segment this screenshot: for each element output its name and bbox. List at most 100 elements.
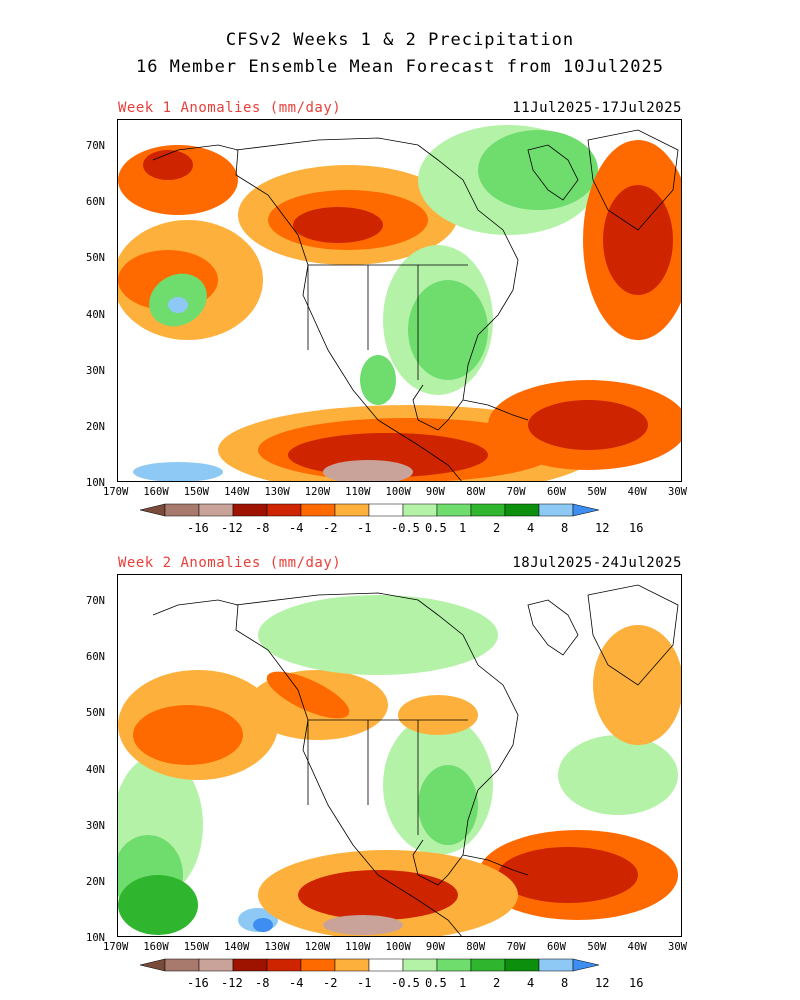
lon-tick-label: 40W xyxy=(627,941,647,953)
anomaly-area xyxy=(528,400,648,450)
colorbar-segment xyxy=(402,958,438,972)
colorbar-label: -12 xyxy=(221,521,243,535)
colorbar-segment xyxy=(300,503,336,517)
colorbar-label: -8 xyxy=(255,976,270,990)
colorbar-label: 4 xyxy=(527,521,535,535)
lat-tick-label: 70N xyxy=(86,595,105,607)
anomaly-area xyxy=(293,207,383,243)
colorbar-label: -2 xyxy=(323,976,338,990)
lon-tick-label: 100W xyxy=(385,486,411,498)
anomaly-area xyxy=(133,705,243,765)
lon-tick-label: 70W xyxy=(506,941,526,953)
lat-tick-label: 30N xyxy=(86,819,105,832)
week1-colorbar xyxy=(140,503,600,517)
anomaly-area xyxy=(253,918,273,932)
anomaly-area xyxy=(266,671,350,719)
lon-tick-label: 120W xyxy=(304,941,331,953)
colorbar-segment xyxy=(266,958,302,972)
lon-tick-label: 140W xyxy=(224,486,250,498)
lon-tick-label: 160W xyxy=(143,486,169,498)
lon-tick-label: 170W xyxy=(103,486,129,498)
lat-tick-label: 40N xyxy=(86,763,105,776)
anomaly-area xyxy=(478,130,598,210)
lat-tick-label: 10N xyxy=(86,932,105,945)
colorbar-segment xyxy=(164,503,200,517)
colorbar-label: -4 xyxy=(289,976,304,990)
lon-tick-label: 30W xyxy=(668,941,687,953)
colorbar-label: 2 xyxy=(493,521,501,535)
lon-tick-label: 110W xyxy=(345,941,371,953)
colorbar-label: 0.5 xyxy=(425,521,447,535)
lon-tick-label: 60W xyxy=(546,941,566,953)
anomaly-area xyxy=(498,847,638,903)
colorbar-segment xyxy=(436,503,472,517)
colorbar-label: -0.5 xyxy=(391,521,420,535)
week1-date-range: 11Jul2025-17Jul2025 xyxy=(512,100,682,116)
week1-panel-title: Week 1 Anomalies (mm/day) xyxy=(118,100,342,116)
colorbar-segment xyxy=(164,958,200,972)
anomaly-area xyxy=(323,460,413,481)
anomaly-area xyxy=(593,625,681,745)
lon-tick-label: 80W xyxy=(466,941,486,953)
anomaly-area xyxy=(418,765,478,845)
lat-tick-label: 20N xyxy=(86,876,105,888)
colorbar-label: -0.5 xyxy=(391,976,420,990)
anomaly-area xyxy=(168,297,188,313)
colorbar-label: -8 xyxy=(255,521,270,535)
colorbar-segment xyxy=(368,958,404,972)
coastline xyxy=(462,854,529,876)
lat-tick-label: 70N xyxy=(86,140,105,152)
lon-tick-label: 60W xyxy=(546,486,566,498)
coastline xyxy=(587,584,679,686)
coastline xyxy=(527,599,579,656)
lon-tick-label: 130W xyxy=(264,486,290,498)
colorbar-label: 0.5 xyxy=(425,976,447,990)
lon-tick-label: 140W xyxy=(224,941,250,953)
lon-tick-label: 90W xyxy=(425,941,445,953)
lon-tick-label: 50W xyxy=(587,941,607,953)
colorbar-label: 4 xyxy=(527,976,535,990)
colorbar-segment xyxy=(538,958,574,972)
colorbar-label: -2 xyxy=(323,521,338,535)
colorbar-arrow-low xyxy=(140,958,166,972)
colorbar-arrow-low xyxy=(140,503,166,517)
week2-colorbar xyxy=(140,958,600,972)
colorbar-segment xyxy=(232,503,268,517)
coastline xyxy=(527,144,579,201)
anomaly-area xyxy=(323,915,403,935)
colorbar-arrow-high xyxy=(572,503,600,517)
colorbar-label: 1 xyxy=(459,521,467,535)
coastline xyxy=(587,129,679,231)
lon-tick-label: 30W xyxy=(668,486,687,498)
lon-tick-label: 80W xyxy=(466,486,486,498)
lat-tick-label: 50N xyxy=(86,252,105,265)
colorbar-segment xyxy=(266,503,302,517)
colorbar-segment xyxy=(334,958,370,972)
anomaly-area xyxy=(258,595,498,675)
colorbar-segment xyxy=(232,958,268,972)
coastline xyxy=(462,399,529,421)
lon-tick-label: 150W xyxy=(183,941,210,953)
colorbar-segment xyxy=(538,503,574,517)
coastline xyxy=(412,384,439,431)
lon-tick-label: 120W xyxy=(304,486,331,498)
colorbar-segment xyxy=(198,503,234,517)
anomaly-area xyxy=(398,695,478,735)
colorbar-label: 16 xyxy=(629,521,644,535)
lat-tick-label: 50N xyxy=(86,707,105,720)
colorbar-segment xyxy=(504,503,540,517)
lon-tick-label: 50W xyxy=(587,486,607,498)
coastline xyxy=(307,719,468,835)
lon-tick-label: 70W xyxy=(506,486,526,498)
week2-panel-title: Week 2 Anomalies (mm/day) xyxy=(118,555,342,571)
lat-tick-label: 40N xyxy=(86,308,105,321)
colorbar-segment xyxy=(334,503,370,517)
colorbar-segment xyxy=(470,958,506,972)
lon-tick-label: 160W xyxy=(143,941,169,953)
coastline xyxy=(235,592,519,886)
lat-tick-label: 60N xyxy=(86,196,105,209)
week1-map xyxy=(117,119,682,482)
colorbar-label: 12 xyxy=(595,521,610,535)
anomaly-area xyxy=(360,355,396,405)
colorbar-label: 1 xyxy=(459,976,467,990)
